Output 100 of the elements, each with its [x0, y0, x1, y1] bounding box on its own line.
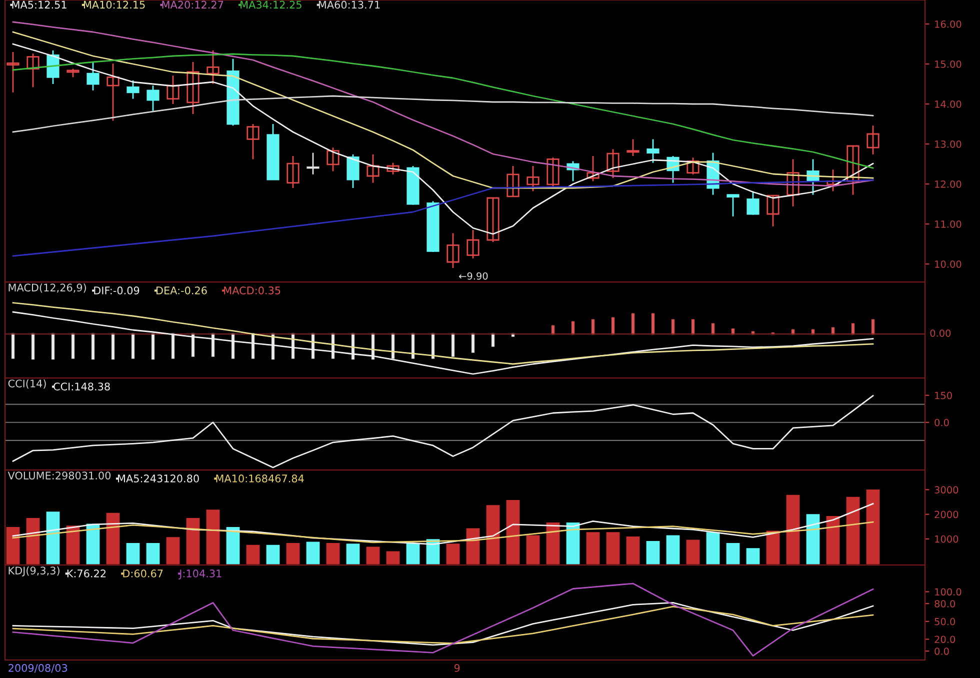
y-tick-label: 14.00 [935, 100, 962, 108]
candlestick [846, 145, 860, 196]
bar [766, 530, 780, 564]
candlestick [206, 50, 220, 85]
y-tick-label: 20.0 [934, 636, 956, 644]
bar [526, 535, 540, 564]
candlestick [746, 190, 760, 216]
candlestick [146, 84, 160, 112]
candlestick [366, 154, 380, 184]
chart-title: MACD(12,26,9) [8, 283, 86, 293]
chart-title: KDJ(9,3,3) [8, 566, 60, 576]
bar [146, 542, 160, 564]
y-tick-label: 100.0 [935, 588, 962, 596]
bar [506, 500, 520, 564]
y-tick-label: 50.0 [934, 618, 956, 626]
candlestick [686, 156, 700, 176]
bar [346, 544, 360, 564]
bar [606, 532, 620, 564]
candlestick [786, 158, 800, 208]
candlestick [106, 62, 120, 122]
candlestick [626, 138, 640, 157]
y-tick-label: 11.00 [935, 220, 962, 228]
bar [106, 512, 120, 564]
y-tick-label: 150 [935, 392, 952, 400]
text: 9 [454, 664, 460, 672]
bar [826, 516, 840, 564]
y-tick-label: 15.00 [935, 60, 962, 68]
line-series [12, 394, 874, 468]
candlestick [526, 165, 540, 192]
bar [486, 505, 500, 564]
annotation: ←9.90 [459, 272, 488, 280]
bar [686, 540, 700, 564]
bar [186, 518, 200, 564]
bar [6, 526, 20, 564]
y-tick-label: 0.0 [934, 648, 949, 655]
bar [546, 522, 560, 564]
candlestick [46, 50, 60, 85]
y-tick-label: 80.0 [934, 600, 956, 608]
candlestick [306, 152, 320, 176]
candlestick [486, 197, 500, 243]
line-series [12, 43, 874, 235]
y-tick-label: 13.00 [935, 140, 962, 148]
line-series [12, 53, 874, 169]
legend-label: J:104.31 [178, 570, 222, 580]
bar [226, 526, 240, 564]
candlestick [86, 61, 100, 92]
text: 2009/08/03 [8, 664, 68, 673]
bar [266, 544, 280, 564]
candlestick [326, 146, 340, 172]
candlestick [286, 155, 300, 189]
legend-label: MA34:12.25 [240, 0, 302, 9]
candlestick [246, 123, 260, 160]
bar [726, 542, 740, 564]
line-series [12, 582, 874, 657]
bar [746, 548, 760, 564]
legend-label: MACD:0.35 [224, 286, 280, 294]
line-series [12, 503, 874, 545]
chart-title: CCI(14) [8, 379, 46, 389]
bar [706, 532, 720, 564]
legend-label: D:60.67 [123, 570, 163, 578]
bar [246, 544, 260, 564]
candlestick [126, 80, 140, 100]
legend-label: CCI:148.38 [54, 382, 110, 390]
candlestick [826, 168, 840, 192]
y-tick-label: 1000 [935, 535, 958, 543]
bar [466, 528, 480, 564]
legend-label: MA5:12.51 [12, 0, 66, 9]
bar [386, 551, 400, 564]
legend-label: MA10:12.15 [84, 0, 145, 9]
candlestick [166, 74, 180, 105]
bar [286, 542, 300, 564]
bar [806, 514, 820, 564]
bar [86, 524, 100, 564]
candlestick [606, 148, 620, 179]
bar [46, 512, 60, 564]
candlestick [506, 165, 520, 198]
legend-label: K:76.22 [67, 570, 106, 578]
bar [126, 542, 140, 564]
bar [666, 535, 680, 564]
bar [406, 542, 420, 564]
bar [446, 544, 460, 564]
bar [846, 496, 860, 564]
y-tick-label: 0.0 [934, 418, 949, 426]
bar [866, 489, 880, 564]
candlestick [386, 162, 400, 176]
legend-label: MA60:13.71 [318, 0, 380, 9]
y-tick-label: 2000 [934, 510, 958, 518]
candlestick [186, 61, 200, 115]
y-tick-label: 3000 [934, 486, 958, 494]
line-series [12, 521, 874, 544]
bar [26, 518, 40, 564]
y-tick-label: 10.00 [935, 260, 962, 268]
bar [366, 546, 380, 564]
legend-label: DEA:-0.26 [156, 286, 207, 294]
ref-line-label: 0.00 [930, 329, 951, 337]
candlestick [866, 124, 880, 156]
bar [566, 522, 580, 564]
bar [306, 542, 320, 564]
candlestick [726, 194, 740, 218]
candlestick [446, 232, 460, 269]
